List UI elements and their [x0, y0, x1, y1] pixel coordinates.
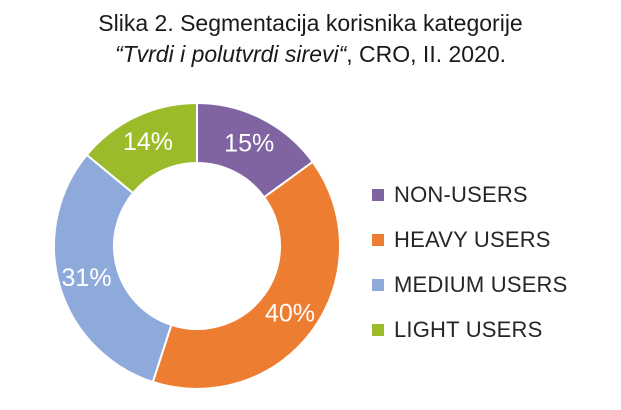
slice-heavy-users — [151, 160, 341, 390]
data-label-medium-users: 31% — [62, 264, 112, 292]
legend-item-non-users: NON-USERS — [372, 172, 568, 217]
legend-label-non-users: NON-USERS — [394, 181, 528, 207]
slice-medium-users — [53, 153, 173, 384]
data-label-heavy-users: 40% — [265, 300, 315, 328]
legend-item-light-users: LIGHT USERS — [372, 307, 568, 352]
chart-title-line-1: Slika 2. Segmentacija korisnika kategori… — [98, 10, 523, 36]
slice-light-users — [85, 101, 198, 195]
legend-swatch-non-users — [372, 188, 384, 201]
donut-slices — [53, 101, 341, 390]
legend-label-heavy-users: HEAVY USERS — [394, 226, 551, 252]
legend-label-light-users: LIGHT USERS — [394, 316, 543, 342]
chart-title-category: “Tvrdi i polutvrdi sirevi“ — [114, 41, 347, 67]
chart-title: Slika 2. Segmentacija korisnika kategori… — [0, 8, 621, 70]
legend-swatch-light-users — [372, 323, 384, 336]
data-label-non-users: 15% — [224, 130, 274, 158]
data-label-light-users: 14% — [123, 128, 173, 156]
legend-swatch-medium-users — [372, 278, 384, 291]
legend-item-medium-users: MEDIUM USERS — [372, 262, 568, 307]
donut-data-labels: 15% 40% 31% 14% — [62, 128, 316, 328]
chart-title-line-2: “Tvrdi i polutvrdi sirevi“, CRO, II. 202… — [0, 39, 621, 70]
chart-legend: NON-USERS HEAVY USERS MEDIUM USERS LIGHT… — [372, 172, 568, 352]
legend-item-heavy-users: HEAVY USERS — [372, 217, 568, 262]
legend-label-medium-users: MEDIUM USERS — [394, 271, 568, 297]
chart-title-suffix: , CRO, II. 2020. — [346, 41, 507, 67]
legend-swatch-heavy-users — [372, 233, 384, 246]
